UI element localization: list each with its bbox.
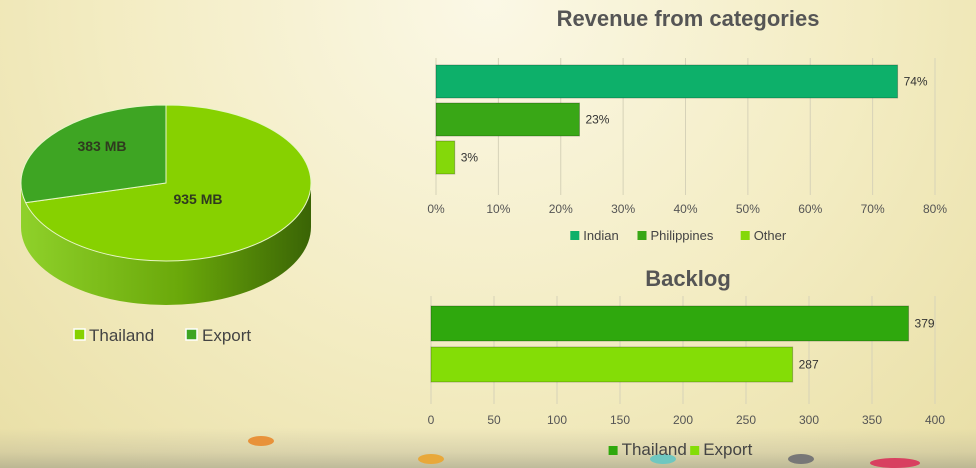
x-tick-label: 0% — [427, 202, 445, 216]
data-label-indian: 74% — [904, 75, 928, 89]
x-tick-label: 400 — [925, 413, 945, 427]
data-label-philippines: 23% — [585, 113, 609, 127]
pie-legend: Thailand Export — [73, 326, 251, 345]
map-pin-decoration — [788, 454, 814, 464]
x-tick-label: 70% — [861, 202, 885, 216]
data-label-thailand: 379 — [915, 317, 935, 331]
revenue-chart-title: Revenue from categories — [557, 6, 820, 31]
x-tick-label: 0 — [428, 413, 435, 427]
bar-thailand — [430, 305, 910, 342]
legend-swatch-thailand — [608, 446, 618, 455]
pie-slice-thailand — [24, 104, 312, 262]
x-tick-label: 60% — [798, 202, 822, 216]
x-tick-label: 20% — [549, 202, 573, 216]
x-tick-label: 80% — [923, 202, 947, 216]
bar-indian — [435, 64, 899, 99]
x-tick-label: 30% — [611, 202, 635, 216]
pie-chart: 935 MB 383 MB — [20, 104, 312, 305]
x-tick-label: 100 — [547, 413, 567, 427]
x-tick-label: 250 — [736, 413, 756, 427]
legend-label-other: Other — [754, 228, 787, 243]
x-tick-label: 50% — [736, 202, 760, 216]
map-pin-decoration — [248, 436, 274, 446]
legend-swatch-other — [740, 231, 750, 240]
legend-swatch-thailand — [73, 328, 86, 341]
bar-other — [435, 140, 456, 175]
map-pin-decoration — [870, 458, 920, 468]
legend-label-indian: Indian — [583, 228, 618, 243]
pie-side-wall — [21, 183, 311, 305]
legend-swatch-indian — [570, 231, 580, 240]
bar-philippines — [435, 102, 580, 137]
x-tick-label: 300 — [799, 413, 819, 427]
data-label-other: 3% — [461, 151, 479, 165]
map-pin-decoration — [650, 454, 676, 464]
background-floor — [0, 428, 976, 468]
legend-swatch-export — [690, 446, 700, 455]
x-tick-label: 10% — [486, 202, 510, 216]
legend-label-export: Export — [703, 440, 752, 459]
legend-label-thailand: Thailand — [89, 326, 154, 345]
x-tick-label: 50 — [487, 413, 501, 427]
backlog-chart-title: Backlog — [645, 266, 731, 291]
map-pin-decoration — [418, 454, 444, 464]
legend-swatch-export — [185, 328, 198, 341]
legend-swatch-philippines — [637, 231, 647, 240]
x-tick-label: 200 — [673, 413, 693, 427]
legend-label-thailand: Thailand — [622, 440, 687, 459]
bar-export — [430, 346, 794, 383]
x-tick-label: 40% — [673, 202, 697, 216]
data-label-export: 287 — [799, 358, 819, 372]
pie-label-export: 383 MB — [77, 138, 126, 154]
legend-label-export: Export — [202, 326, 251, 345]
pie-label-thailand: 935 MB — [173, 191, 222, 207]
revenue-bar-chart: Revenue from categories 74% 23% 3% 0% 10% 20… — [427, 6, 947, 243]
x-tick-label: 150 — [610, 413, 630, 427]
pie-slice-export — [20, 104, 167, 204]
legend-label-philippines: Philippines — [651, 228, 714, 243]
x-tick-label: 350 — [862, 413, 882, 427]
